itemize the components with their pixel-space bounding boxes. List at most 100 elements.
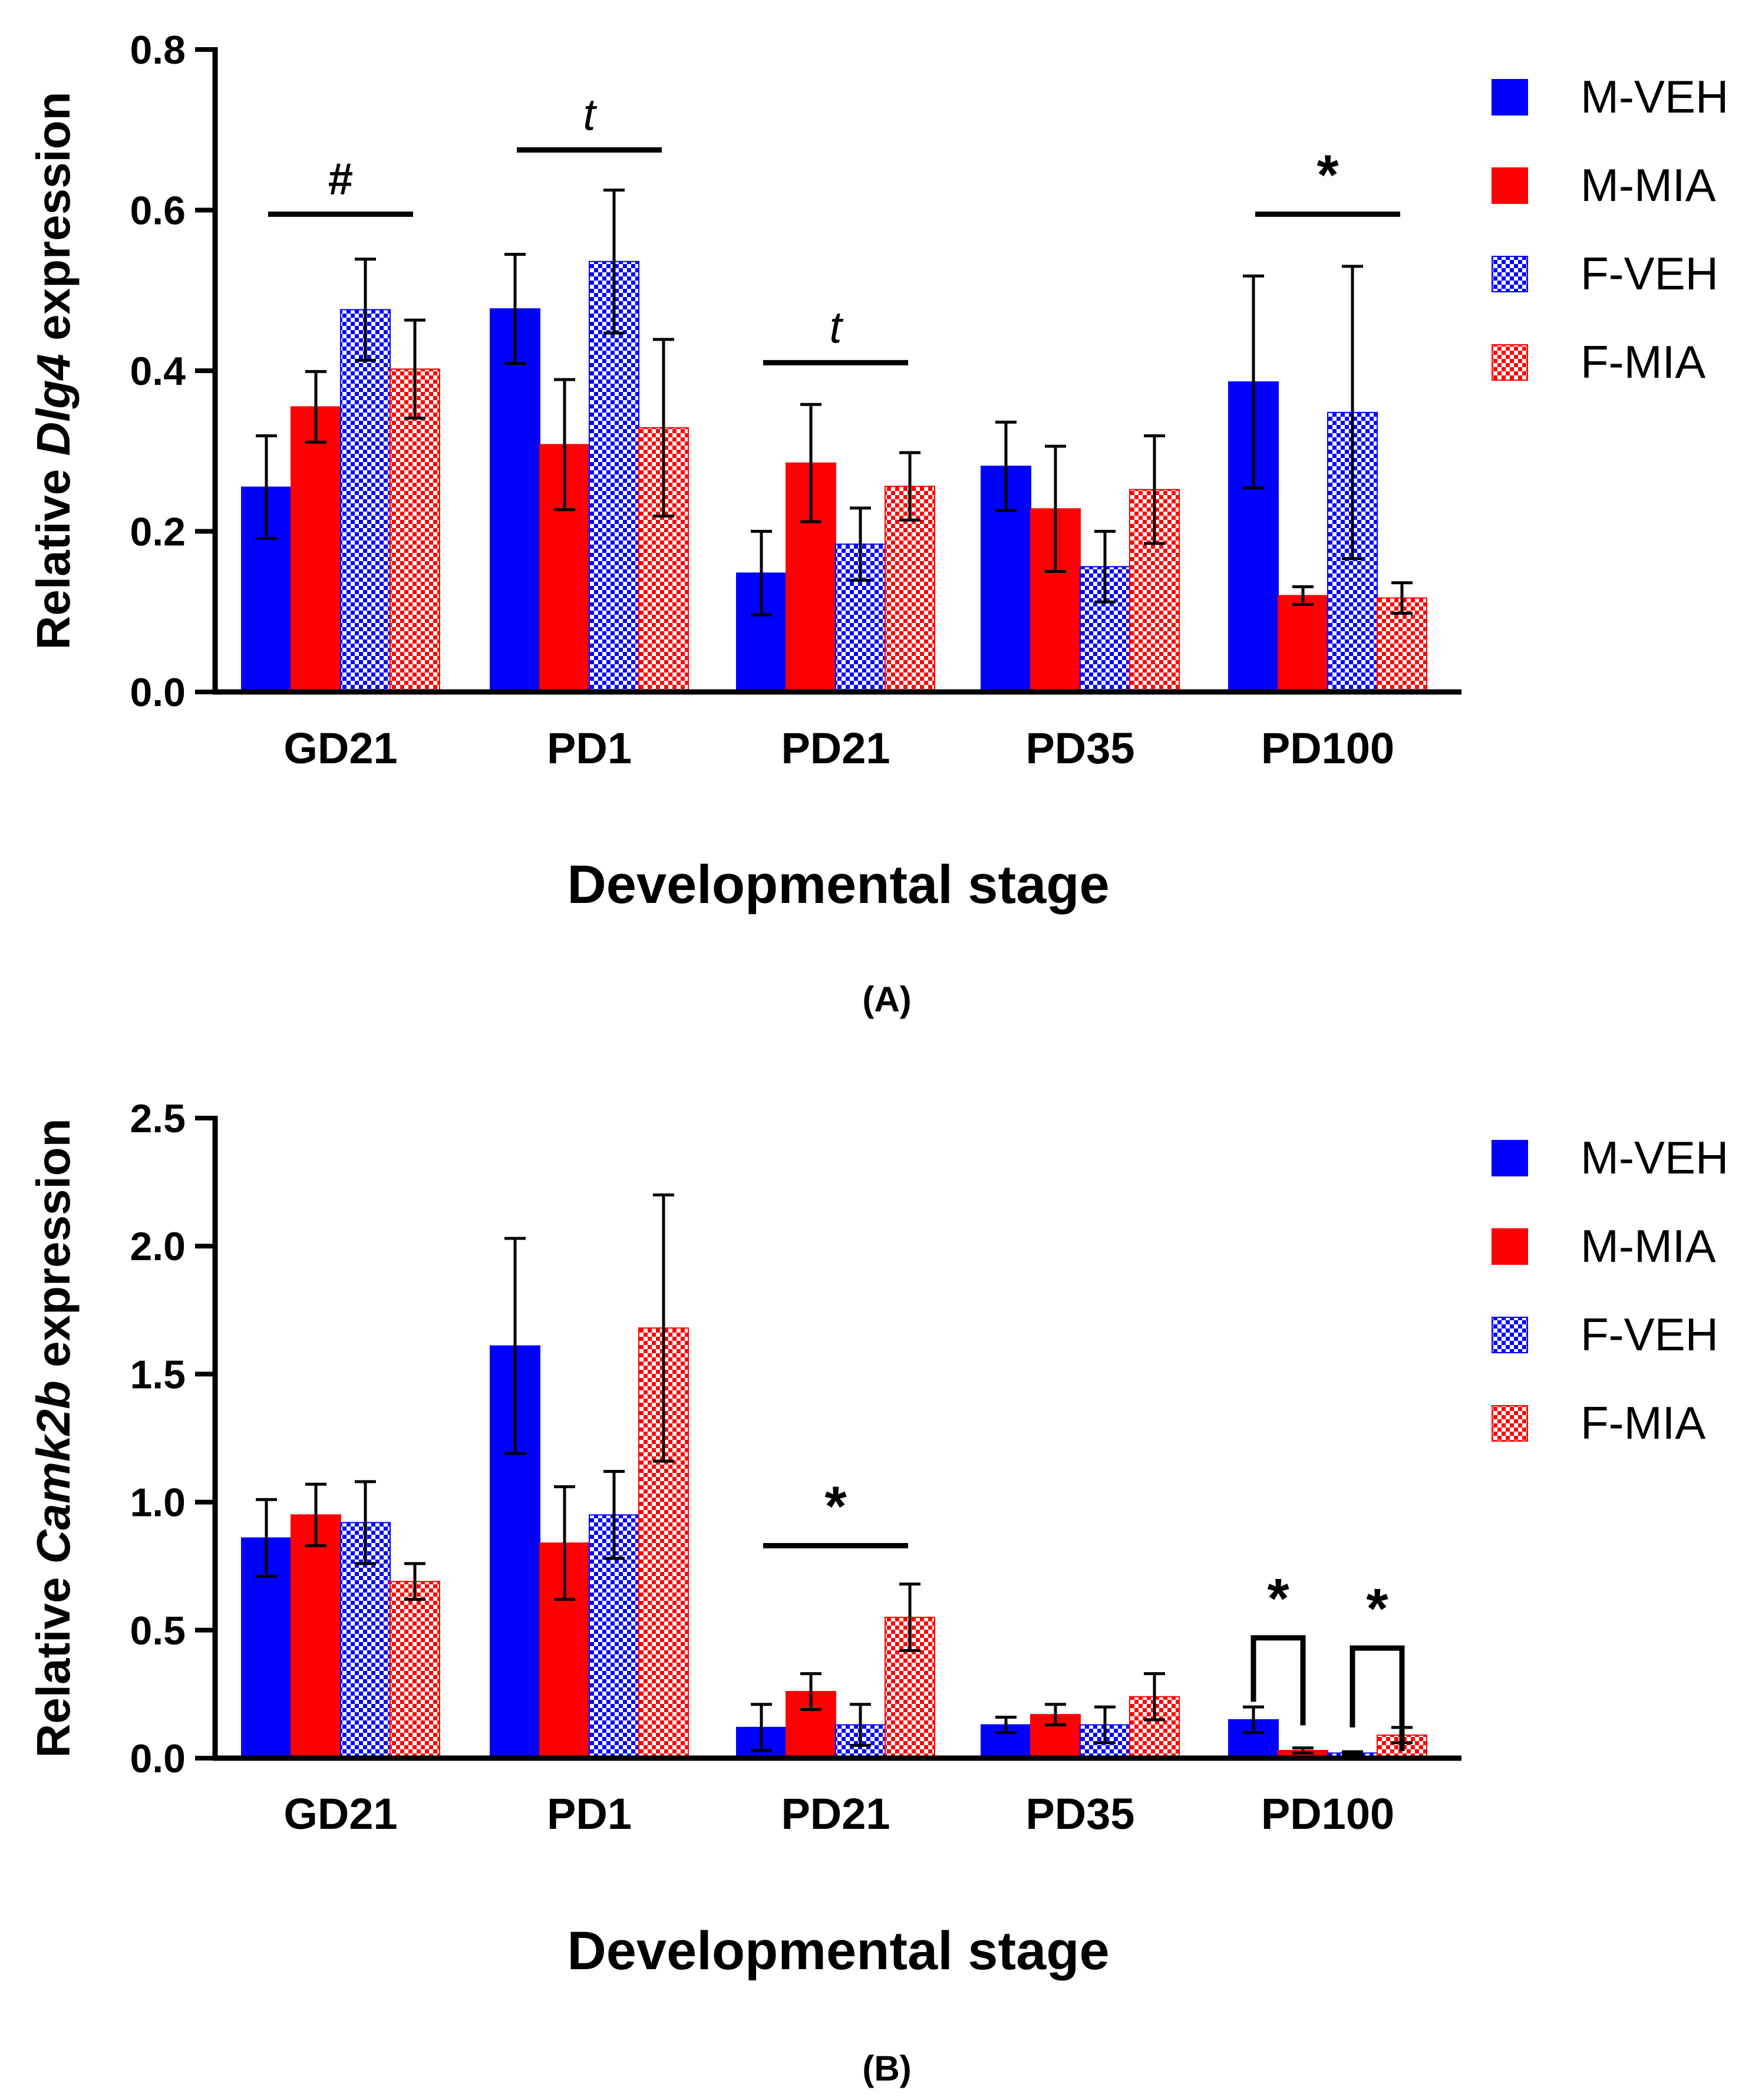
- y-tick-label: 0.2: [130, 510, 186, 555]
- y-tick-label: 0.8: [130, 28, 186, 72]
- legend-swatch-m-veh: [1492, 1140, 1528, 1176]
- significance-annotation-pd100: *: [1255, 143, 1400, 217]
- error-bar-f-veh-gd21: [355, 258, 376, 362]
- error-bar-f-veh-pd35: [1094, 530, 1116, 604]
- y-axis-title: Relative Dlg4 expression: [27, 91, 80, 650]
- error-bar-f-veh-pd21: [850, 506, 871, 582]
- error-bar-m-mia-pd100: [1292, 585, 1314, 606]
- x-axis-title: Developmental stage: [567, 855, 1109, 915]
- y-axis-title-gene: Dlg4: [27, 354, 80, 456]
- error-bar-m-mia-pd21: [800, 403, 821, 523]
- y-tick-label: 1.5: [130, 1352, 186, 1397]
- error-bar-f-mia-pd100: [1391, 581, 1413, 615]
- y-tick-label: 1.0: [130, 1481, 186, 1525]
- error-bar-m-mia-pd100: [1292, 1746, 1314, 1755]
- error-bar-f-veh-pd1: [603, 188, 625, 335]
- significance-marker: t: [583, 90, 597, 140]
- significance-marker: *: [1317, 143, 1339, 206]
- significance-marker: *: [824, 1475, 847, 1538]
- error-bar-m-veh-pd21: [751, 530, 772, 617]
- bar-f-mia-gd21: [390, 368, 440, 693]
- legend-label-f-mia: F-MIA: [1581, 336, 1705, 388]
- x-tick-label-pd100: PD100: [1261, 724, 1394, 773]
- significance-marker: *: [1267, 1567, 1289, 1630]
- y-tick-label: 0.0: [130, 670, 186, 715]
- x-tick-label-pd21: PD21: [781, 1789, 890, 1838]
- error-bar-m-mia-pd35: [1045, 444, 1066, 573]
- bar-m-veh-pd35: [981, 1724, 1031, 1759]
- y-axis-title-prefix: Relative: [27, 1564, 80, 1758]
- legend: M-VEH M-MIA F-VEH F-MIA: [1492, 71, 1728, 388]
- error-bar-m-mia-pd1: [554, 378, 575, 512]
- legend-swatch-f-veh: [1492, 256, 1528, 292]
- bar-m-mia-gd21: [291, 1514, 341, 1759]
- legend-swatch-f-veh: [1492, 1317, 1528, 1353]
- panel-a-caption: (A): [862, 980, 911, 1019]
- error-bar-m-mia-pd1: [554, 1485, 575, 1601]
- error-bar-f-mia-pd35: [1144, 1672, 1165, 1722]
- significance-bracket: [1251, 1635, 1306, 1726]
- error-bar-f-mia-pd21: [899, 1583, 920, 1653]
- error-bar-m-veh-gd21: [256, 1498, 277, 1578]
- x-tick-label-pd100: PD100: [1261, 1789, 1394, 1838]
- y-axis-title-prefix: Relative: [27, 456, 80, 650]
- legend-label-m-veh: M-VEH: [1581, 1132, 1728, 1183]
- legend-label-f-veh: F-VEH: [1581, 248, 1718, 299]
- panel-a-chart: 0.0 0.2 0.4 0.6 0.8 GD21 PD1 PD21 PD35 PD100 Devel…: [27, 28, 1728, 915]
- x-tick-label-pd35: PD35: [1025, 1789, 1134, 1838]
- error-bar-f-mia-pd1: [653, 1193, 674, 1463]
- x-axis-title: Developmental stage: [567, 1921, 1109, 1981]
- legend-swatch-f-mia: [1492, 344, 1528, 381]
- legend-label-m-mia: M-MIA: [1581, 159, 1716, 211]
- error-bar-m-veh-pd21: [751, 1703, 772, 1752]
- y-tick-label: 0.5: [130, 1608, 186, 1653]
- significance-annotation-pd100: *: [1251, 1567, 1306, 1726]
- y-axis-title-suffix: expression: [27, 91, 80, 354]
- significance-annotation-pd21: *: [763, 1475, 908, 1548]
- error-bar-m-mia-pd21: [800, 1672, 821, 1711]
- error-bar-f-veh-gd21: [355, 1480, 376, 1565]
- significance-annotation-pd21: t: [763, 302, 908, 365]
- error-bar-f-veh-pd35: [1094, 1705, 1116, 1745]
- legend-swatch-f-mia: [1492, 1405, 1528, 1442]
- bar-m-veh-pd1: [490, 308, 540, 693]
- significance-annotation-gd21: #: [268, 154, 413, 217]
- significance-annotation-pd100: *: [1350, 1577, 1405, 1751]
- panel-b-caption: (B): [862, 2049, 911, 2088]
- error-bar-m-mia-gd21: [305, 370, 326, 444]
- legend-swatch-m-mia: [1492, 1228, 1528, 1265]
- panel-b-chart: 0.0 0.5 1.0 1.5 2.0 2.5 GD21 PD1 PD21 PD35 PD100 De…: [27, 1096, 1728, 1981]
- legend-swatch-m-veh: [1492, 79, 1528, 116]
- y-tick-label: 0.6: [130, 189, 186, 233]
- y-axis-title: Relative Camk2b expression: [27, 1119, 80, 1758]
- legend: M-VEH M-MIA F-VEH F-MIA: [1492, 1132, 1728, 1449]
- error-bar-f-mia-pd21: [899, 451, 920, 522]
- error-bar-f-veh-pd100: [1342, 265, 1363, 561]
- significance-marker: #: [328, 154, 353, 204]
- legend-label-f-mia: F-MIA: [1581, 1397, 1705, 1449]
- significance-marker: t: [829, 302, 843, 352]
- significance-annotation-pd1: t: [517, 90, 662, 153]
- y-tick-label: 2.0: [130, 1224, 186, 1269]
- error-bar-m-veh-pd100: [1243, 274, 1264, 490]
- error-bar-f-mia-gd21: [404, 318, 425, 420]
- y-tick-label: 0.0: [130, 1736, 186, 1781]
- x-tick-label-pd21: PD21: [781, 724, 890, 773]
- legend-swatch-m-mia: [1492, 167, 1528, 204]
- error-bar-f-veh-pd21: [850, 1703, 871, 1747]
- y-axis-title-suffix: expression: [27, 1119, 80, 1381]
- error-bar-m-veh-pd1: [504, 252, 526, 365]
- error-bar-f-mia-gd21: [404, 1562, 425, 1601]
- error-bar-m-veh-pd1: [504, 1237, 526, 1455]
- error-bar-m-veh-gd21: [256, 434, 277, 540]
- legend-label-m-mia: M-MIA: [1581, 1220, 1716, 1272]
- error-bar-f-veh-pd100: [1342, 1750, 1363, 1756]
- error-bar-f-mia-pd1: [653, 338, 674, 518]
- bar-f-veh-gd21: [340, 309, 391, 693]
- y-axis-title-gene: Camk2b: [27, 1380, 80, 1564]
- bar-f-mia-gd21: [390, 1581, 440, 1759]
- x-tick-label-pd35: PD35: [1025, 724, 1134, 773]
- error-bar-m-veh-pd35: [995, 1715, 1017, 1735]
- error-bar-f-mia-pd35: [1144, 434, 1165, 545]
